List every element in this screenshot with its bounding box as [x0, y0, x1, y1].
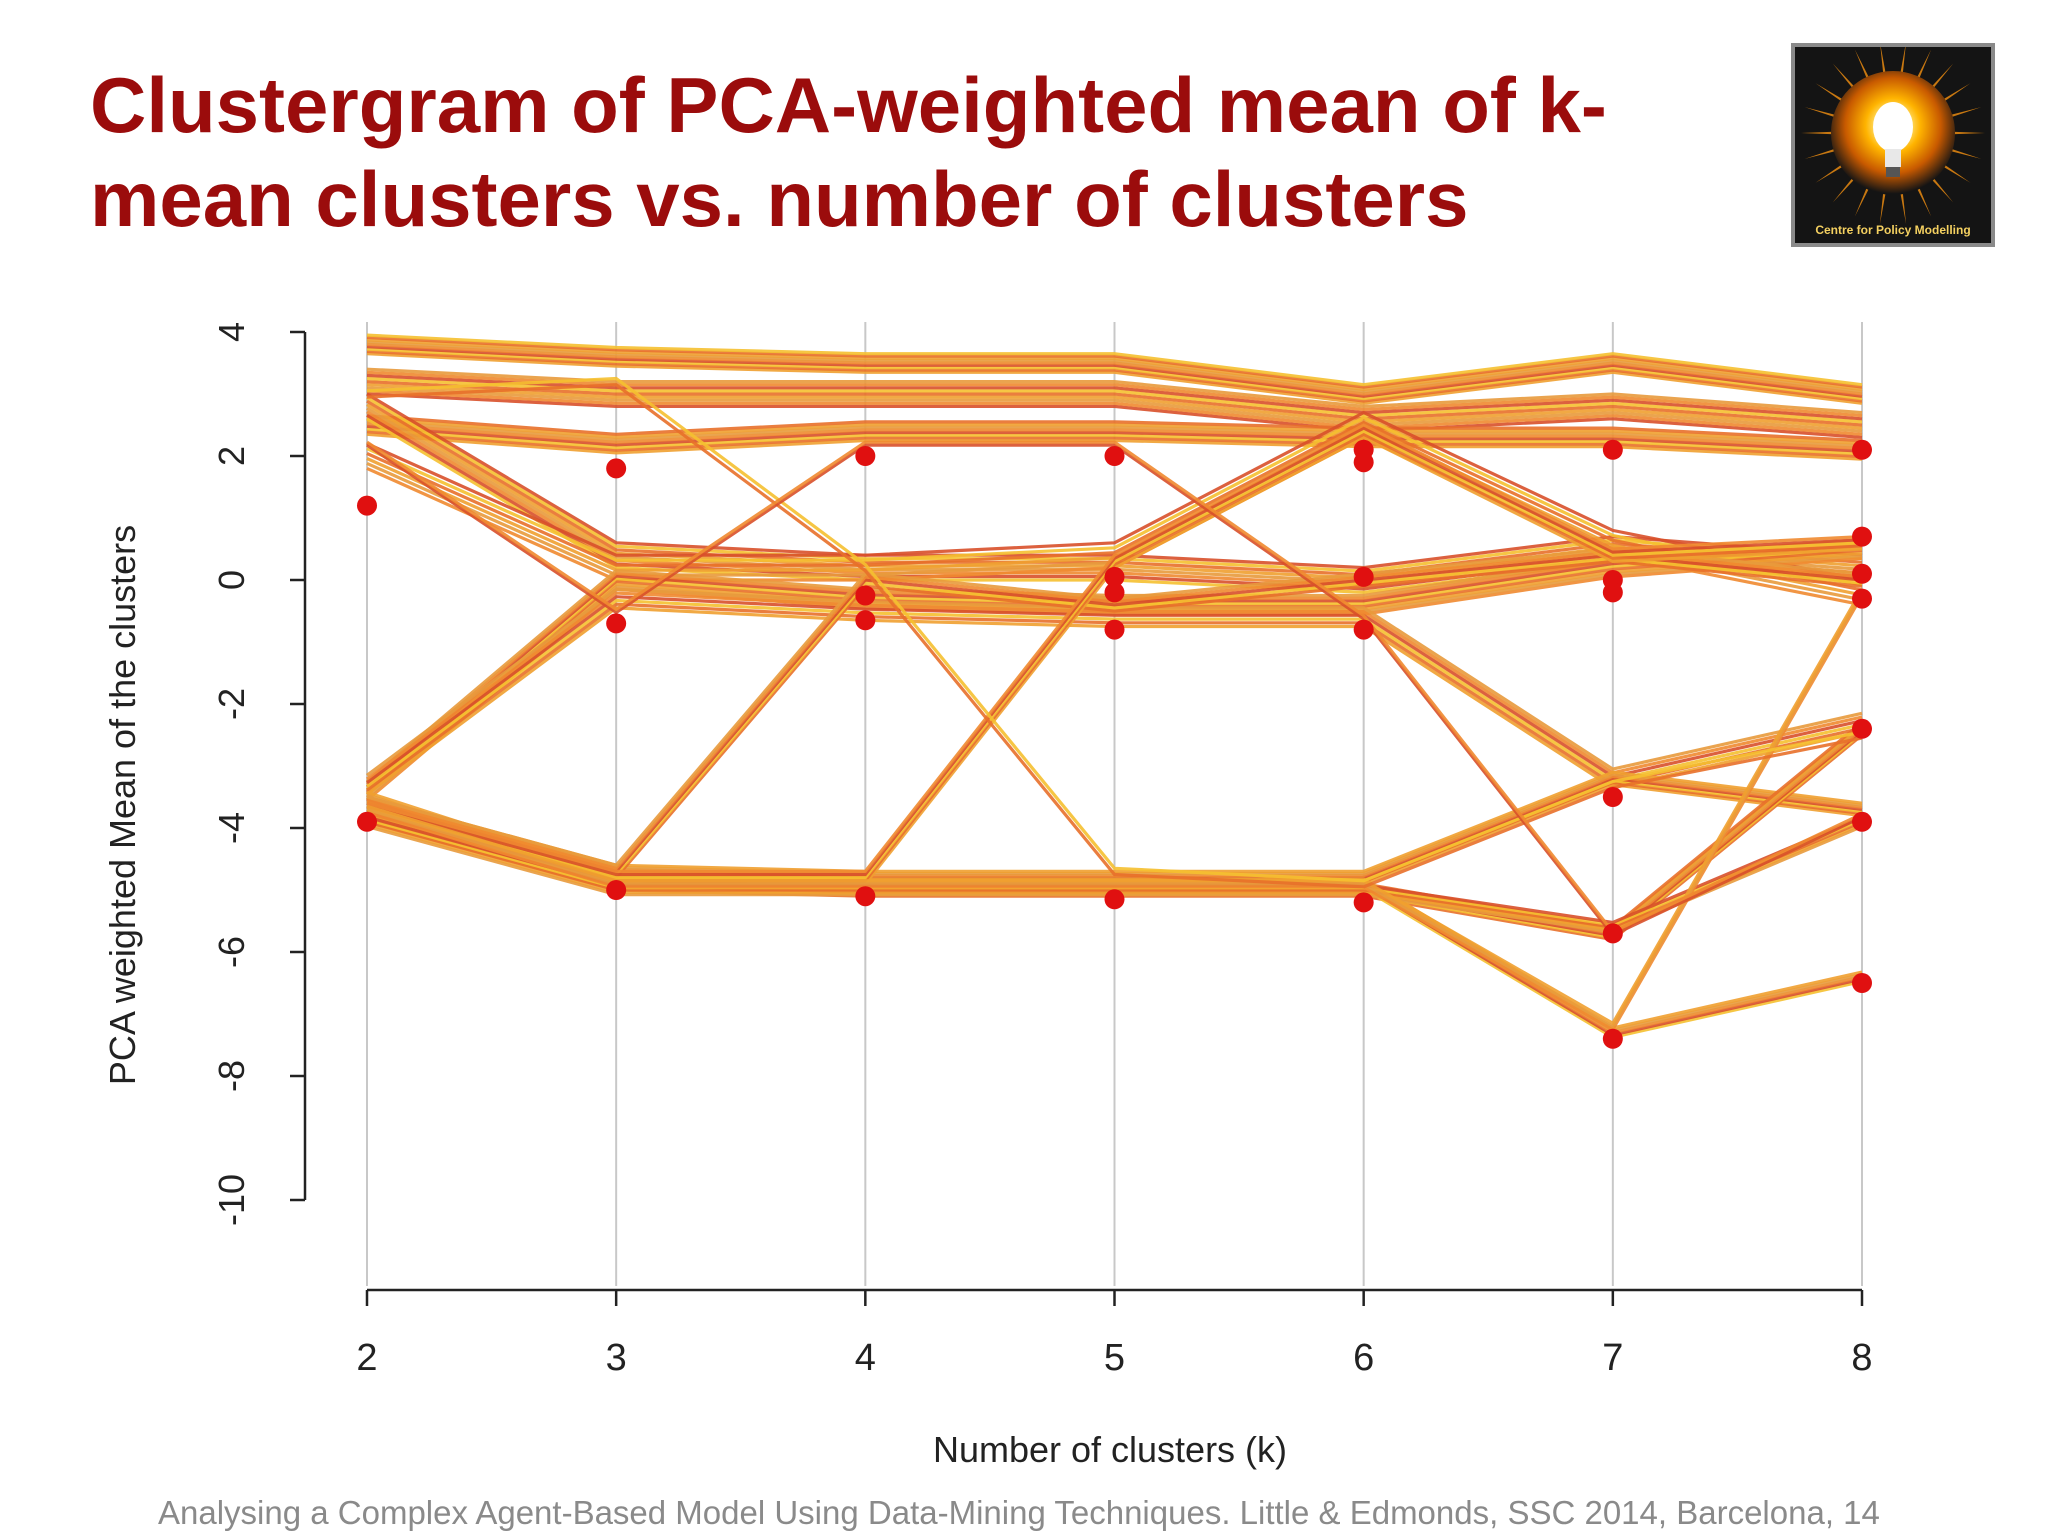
cluster-mean-point-k4 — [855, 446, 876, 466]
trajectory-band-1 — [366, 389, 1863, 436]
cluster-mean-point-k4 — [855, 886, 876, 907]
trajectory-band-4 — [366, 410, 1863, 582]
cluster-mean-point-k5 — [1104, 446, 1125, 466]
x-tick-label: 5 — [1104, 1337, 1125, 1379]
trajectory-band-2 — [366, 424, 1863, 453]
logo: Centre for Policy Modelling — [1791, 43, 1995, 247]
cluster-mean-point-k7 — [1602, 582, 1623, 603]
lightbulb-icon — [1795, 47, 1991, 243]
trajectory-band-2 — [366, 422, 1863, 451]
y-tick-label: 2 — [211, 446, 252, 466]
cluster-mean-point-k2 — [357, 495, 377, 516]
trajectory-band-0 — [366, 352, 1863, 405]
cluster-mean-point-k8 — [1852, 973, 1872, 993]
axes-layer — [290, 330, 1864, 1306]
trajectory-band-0 — [366, 347, 1863, 401]
cluster-mean-point-k7 — [1602, 1028, 1623, 1049]
trajectory-band-1 — [366, 392, 1863, 439]
cluster-mean-point-k4 — [855, 585, 876, 606]
cluster-mean-point-k7 — [1602, 787, 1623, 807]
cluster-mean-point-k6 — [1353, 892, 1374, 913]
labels-layer: 4 2 0 -2 -4 -6 -8 -10 2 3 4 5 6 7 8 Number of clusters … — [102, 322, 1873, 1470]
x-tick-label: 4 — [855, 1337, 876, 1379]
cluster-mean-point-k3 — [606, 613, 627, 634]
logo-text: Centre for Policy Modelling — [1815, 223, 1971, 237]
cluster-mean-point-k6 — [1353, 452, 1374, 473]
trajectory-band-2 — [366, 419, 1863, 448]
cluster-mean-point-k8 — [1852, 526, 1872, 547]
x-tick-label: 3 — [606, 1337, 627, 1379]
cluster-mean-point-k8 — [1852, 439, 1872, 460]
x-tick-label: 6 — [1353, 1337, 1374, 1379]
trajectory-band-0 — [366, 340, 1863, 394]
cluster-mean-point-k4 — [855, 610, 876, 631]
grid-layer — [366, 322, 1863, 1286]
y-tick-label: -8 — [211, 1060, 252, 1092]
trajectory-band-14 — [366, 376, 1863, 883]
x-axis-title: Number of clusters (k) — [933, 1429, 1287, 1470]
trajectory-band-1 — [366, 373, 1863, 421]
y-tick-label: -10 — [211, 1174, 252, 1226]
cluster-mean-point-k5 — [1104, 582, 1125, 603]
trajectory-band-4 — [366, 415, 1863, 587]
x-tick-label: 7 — [1602, 1337, 1623, 1379]
y-tick-label: -6 — [211, 936, 252, 968]
footer-citation: Analysing a Complex Agent-Based Model Us… — [158, 1494, 1880, 1531]
trajectory-band-0 — [366, 342, 1863, 396]
y-axis-title: PCA weighted Mean of the clusters — [102, 525, 143, 1085]
y-tick-label: -2 — [211, 688, 252, 720]
cluster-mean-point-k2 — [357, 811, 377, 832]
trajectory-band-2 — [366, 414, 1863, 443]
cluster-mean-point-k6 — [1353, 619, 1374, 640]
cluster-mean-point-k5 — [1104, 889, 1125, 910]
trajectory-band-11 — [366, 423, 1863, 873]
cluster-mean-point-k7 — [1602, 439, 1623, 460]
trajectory-band-11 — [366, 429, 1863, 880]
y-tick-label: 0 — [211, 570, 252, 590]
trajectory-band-1 — [366, 386, 1863, 433]
points-layer — [357, 439, 1872, 1049]
cluster-mean-point-k8 — [1852, 563, 1872, 584]
y-tick-label: -4 — [211, 812, 252, 844]
cluster-mean-point-k8 — [1852, 718, 1872, 739]
cluster-mean-point-k6 — [1353, 566, 1374, 587]
x-tick-label: 2 — [356, 1337, 377, 1379]
trajectory-band-11 — [366, 426, 1863, 877]
cluster-mean-point-k3 — [606, 458, 627, 479]
trajectory-band-0 — [366, 338, 1863, 391]
trajectory-band-0 — [366, 349, 1863, 403]
slide-title: Clustergram of PCA-weighted mean of k-me… — [90, 61, 1607, 243]
x-tick-label: 8 — [1851, 1337, 1872, 1379]
cluster-mean-point-k7 — [1602, 923, 1623, 944]
cluster-mean-point-k8 — [1852, 588, 1872, 609]
trajectory-band-0 — [366, 335, 1863, 389]
trajectory-band-4 — [366, 420, 1863, 592]
cluster-mean-point-k3 — [606, 880, 627, 900]
trajectory-band-0 — [366, 333, 1863, 387]
cluster-mean-point-k5 — [1104, 619, 1125, 640]
trajectory-band-0 — [366, 345, 1863, 398]
trajectory-band-1 — [366, 376, 1863, 424]
cluster-mean-point-k8 — [1852, 811, 1872, 832]
y-tick-label: 4 — [211, 322, 252, 342]
trajectory-band-1 — [366, 383, 1863, 430]
trajectory-band-1 — [366, 380, 1863, 427]
cluster-mean-point-k5 — [1104, 566, 1125, 587]
trajectory-band-1 — [366, 367, 1863, 415]
trajectory-band-2 — [366, 416, 1863, 445]
